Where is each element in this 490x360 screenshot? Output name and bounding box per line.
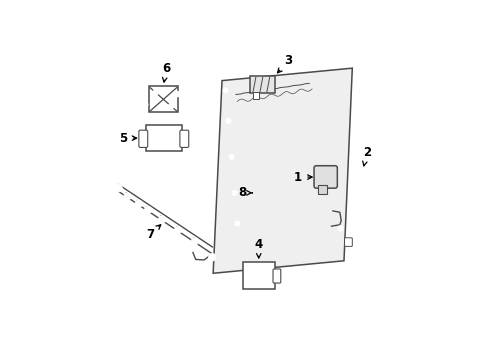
Text: 1: 1 [294,171,312,184]
Bar [243,262,275,288]
Text: 6: 6 [162,62,171,82]
FancyBboxPatch shape [314,166,337,188]
Bar [250,76,275,93]
Circle shape [354,170,372,188]
Circle shape [358,174,368,184]
Circle shape [192,238,198,245]
FancyBboxPatch shape [139,130,147,148]
Bar [148,86,178,112]
Circle shape [235,221,240,226]
Circle shape [153,90,158,95]
Circle shape [232,190,237,195]
Circle shape [159,216,166,223]
Circle shape [209,253,216,261]
Circle shape [135,200,143,207]
Text: 2: 2 [363,146,371,166]
Circle shape [226,118,231,123]
FancyBboxPatch shape [344,238,352,246]
Text: 5: 5 [120,132,137,145]
Circle shape [169,103,174,109]
Bar [146,125,182,151]
Circle shape [229,154,234,159]
Circle shape [145,207,152,214]
Circle shape [338,226,343,231]
Text: 7: 7 [146,225,161,241]
FancyBboxPatch shape [180,130,189,148]
Circle shape [143,102,148,107]
Text: 4: 4 [255,238,263,258]
FancyBboxPatch shape [273,269,281,283]
Circle shape [175,91,181,97]
Text: 8: 8 [239,186,252,199]
Circle shape [174,226,182,234]
Bar [252,92,259,99]
Bar [318,185,327,194]
Polygon shape [213,68,352,273]
Text: 3: 3 [277,54,293,73]
Circle shape [115,185,122,192]
Circle shape [223,88,228,93]
Circle shape [124,193,131,200]
